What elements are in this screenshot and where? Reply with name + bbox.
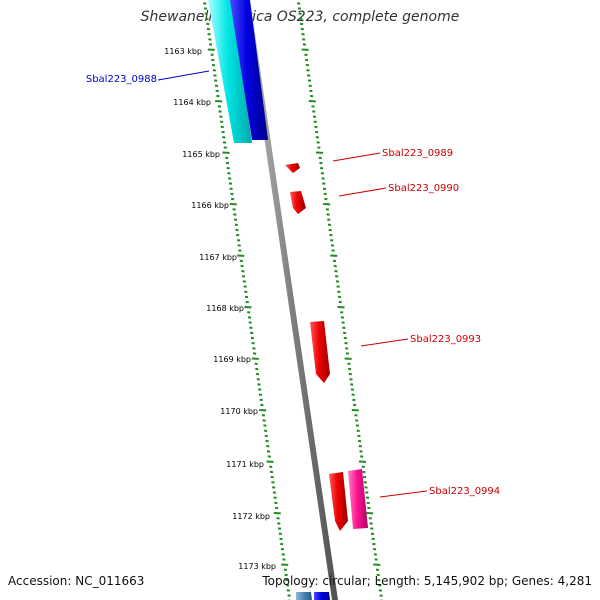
callout-line-0994 [379, 490, 428, 498]
feature-blue-bar [230, 0, 268, 140]
kbp-label-1163: 1163 kbp [164, 47, 202, 56]
kbp-label-1165: 1165 kbp [182, 150, 220, 159]
callout-line-0993 [360, 338, 409, 347]
feature-0993 [310, 321, 330, 383]
feature-cyan-bar [208, 0, 252, 143]
feature-0989 [285, 163, 300, 173]
kbp-label-1167: 1167 kbp [199, 253, 237, 262]
right-tick-ring [297, 2, 384, 600]
left-tick-ring [203, 2, 292, 600]
kbp-label-1171: 1171 kbp [226, 460, 264, 469]
gene-label-0988[interactable]: Sbal223_0988 [86, 74, 157, 85]
gene-label-0993[interactable]: Sbal223_0993 [410, 334, 481, 345]
feature-0994-red [329, 472, 348, 531]
kbp-label-1164: 1164 kbp [173, 98, 211, 107]
callout-line-0989 [332, 152, 381, 162]
kbp-label-1169: 1169 kbp [213, 355, 251, 364]
feature-0994-pink [348, 469, 368, 529]
feature-bottom-steel [296, 592, 312, 600]
callout-line-0990 [338, 187, 387, 197]
gene-label-0994[interactable]: Sbal223_0994 [429, 486, 500, 497]
kbp-label-1168: 1168 kbp [206, 304, 244, 313]
topology-text: Topology: circular; Length: 5,145,902 bp… [262, 574, 592, 588]
genome-backbone [244, 0, 338, 600]
kbp-label-1173: 1173 kbp [238, 562, 276, 571]
kbp-label-1166: 1166 kbp [191, 201, 229, 210]
feature-bottom-blue [314, 592, 330, 600]
gene-label-0989[interactable]: Sbal223_0989 [382, 148, 453, 159]
accession-text: Accession: NC_011663 [8, 574, 145, 588]
feature-0990 [290, 191, 306, 214]
gene-label-0990[interactable]: Sbal223_0990 [388, 183, 459, 194]
callout-line-0988 [157, 70, 210, 81]
kbp-label-1170: 1170 kbp [220, 407, 258, 416]
kbp-label-1172: 1172 kbp [232, 512, 270, 521]
